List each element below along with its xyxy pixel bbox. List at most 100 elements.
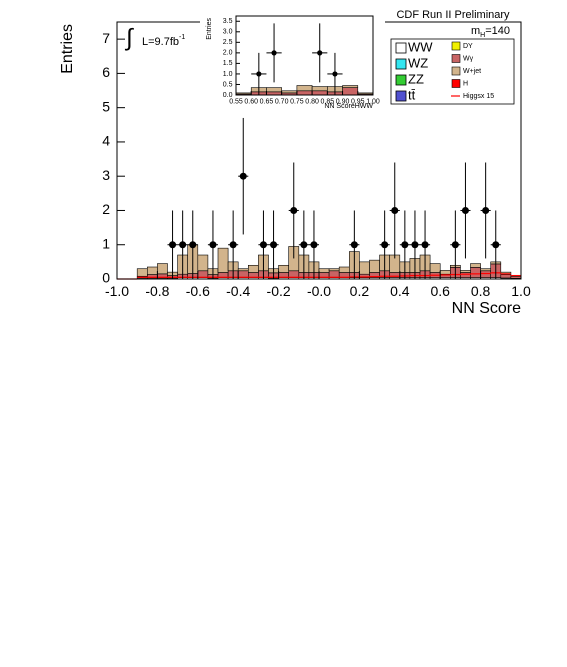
hist-bar — [342, 87, 359, 96]
y-tick-label: 0.0 — [223, 92, 233, 99]
hist-bar — [357, 92, 374, 95]
data-point — [271, 50, 277, 56]
hist-bar — [217, 247, 229, 273]
hist-bar — [470, 267, 481, 278]
data-point — [229, 241, 237, 249]
y-tick-label: 3.5 — [223, 18, 233, 25]
hist-bar — [278, 264, 290, 273]
lumi-symbol: ∫ — [124, 24, 134, 51]
x-tick-label: 0.85 — [321, 98, 335, 105]
data-point — [209, 241, 217, 249]
y-tick-label: 0.5 — [223, 81, 233, 88]
x-tick-label: 0.80 — [305, 98, 319, 105]
x-tick-label: 0.4 — [390, 283, 410, 299]
y-tick-label: 4 — [102, 133, 110, 149]
data-point — [411, 241, 419, 249]
lumi-label: L=9.7fb-1 — [142, 34, 185, 48]
hist-bar — [460, 270, 471, 273]
data-point — [317, 50, 323, 56]
hist-bar — [288, 270, 300, 278]
x-tick-label: 0.55 — [229, 98, 243, 105]
legend-label: ZZ — [408, 71, 424, 86]
hist-bar — [429, 263, 441, 273]
x-tick-label: 0.6 — [430, 283, 450, 299]
mass-label: mH=140 — [471, 25, 510, 39]
x-tick-label: -0.2 — [267, 283, 291, 299]
hist-bar — [311, 90, 328, 96]
data-point — [350, 241, 358, 249]
hist-bar — [235, 92, 252, 95]
legend-label: Wγ — [463, 55, 474, 62]
x-tick-label: 0.75 — [290, 98, 304, 105]
hist-bar — [480, 268, 492, 272]
y-tick-label: 3.0 — [223, 29, 233, 36]
hist-bar — [157, 263, 168, 275]
hist-bar — [328, 270, 340, 278]
data-point — [310, 241, 318, 249]
hist-bar — [266, 87, 282, 93]
x-tick-label: 0.60 — [244, 98, 258, 105]
y-tick-label: 6 — [102, 64, 110, 80]
legend-swatch — [451, 54, 461, 63]
data-point — [290, 206, 298, 214]
legend-swatch — [395, 42, 407, 54]
x-tick-label: -1.0 — [105, 283, 129, 299]
x-axis-label: NN ScoreHWW — [324, 103, 373, 110]
mass-m: m — [471, 25, 480, 37]
data-point — [256, 71, 262, 77]
legend-swatch — [451, 66, 461, 76]
y-tick-label: 0 — [102, 270, 110, 286]
data-point — [492, 241, 500, 249]
hist-bar — [197, 270, 209, 278]
y-tick-label: 1.0 — [223, 71, 233, 78]
data-point — [332, 71, 338, 77]
hist-bar — [136, 268, 148, 277]
y-tick-label: 5 — [102, 98, 110, 114]
hist-bar — [197, 254, 209, 272]
hist-bar — [147, 266, 158, 275]
legend-swatch — [395, 58, 407, 70]
data-point — [482, 206, 490, 214]
y-tick-label: 7 — [102, 30, 110, 46]
x-tick-label: 0.95 — [351, 98, 365, 105]
hist-bar — [500, 274, 512, 279]
x-tick-label: 0.90 — [336, 98, 350, 105]
y-tick-label: 2.0 — [223, 50, 233, 57]
legend-swatch — [451, 41, 461, 51]
hist-bar — [248, 264, 259, 273]
data-point — [169, 241, 177, 249]
x-tick-label: -0.8 — [145, 283, 169, 299]
hist-bar — [342, 85, 359, 88]
data-point — [401, 241, 409, 249]
legend-label: H — [463, 80, 468, 87]
data-point — [259, 241, 267, 249]
data-point — [381, 241, 389, 249]
data-point — [189, 241, 197, 249]
hist-bar — [237, 268, 249, 272]
x-tick-label: -0.6 — [186, 283, 210, 299]
hist-bar — [369, 259, 380, 273]
mass-value: =140 — [485, 25, 510, 37]
lumi-exponent: -1 — [179, 34, 185, 41]
hist-bar — [460, 272, 471, 278]
x-tick-label: -0.0 — [307, 283, 331, 299]
x-axis-label: NN Score — [452, 300, 521, 317]
y-tick-label: 1.5 — [223, 60, 233, 67]
x-tick-label: 1.0 — [511, 283, 531, 299]
y-axis-label: Entries — [59, 24, 76, 74]
hist-bar — [237, 270, 249, 278]
hist-bar — [439, 270, 451, 275]
mass-sub: H — [480, 32, 485, 39]
data-point — [421, 241, 429, 249]
y-tick-label: 1 — [102, 235, 110, 251]
chart-title: CDF Run II Preliminary — [396, 9, 510, 21]
data-point — [461, 206, 469, 214]
x-tick-label: 0.8 — [471, 283, 491, 299]
hist-bar — [470, 263, 481, 268]
title-box — [388, 7, 518, 23]
hist-bar — [480, 270, 492, 278]
y-tick-label: 2 — [102, 201, 110, 217]
lumi-text: L=9.7fb — [142, 36, 179, 48]
legend-label: WW — [408, 39, 433, 54]
